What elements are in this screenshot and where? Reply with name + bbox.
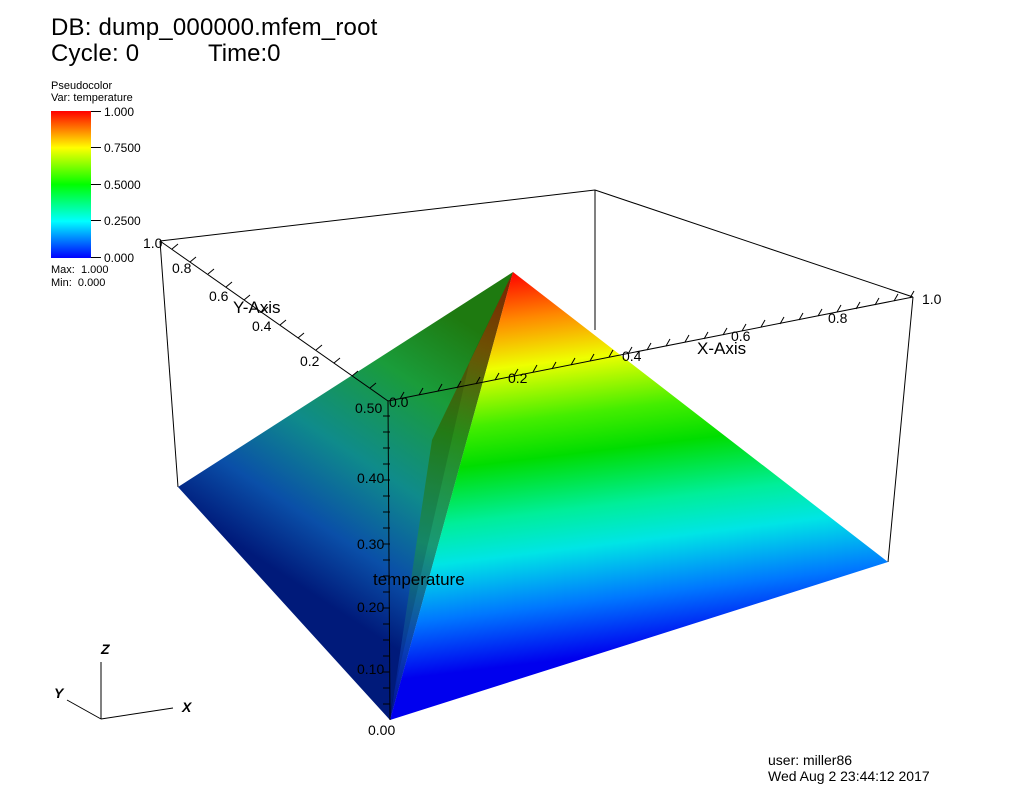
x-axis-ticks [399,290,915,400]
legend-tick-mark [91,257,101,258]
color-bar [51,111,91,258]
x-axis-title: X-Axis [697,339,746,358]
legend-min: Min: 0.000 [51,277,106,289]
temperature-surface [178,272,888,720]
y-axis-tick-label: 0.4 [252,318,272,334]
legend-tick-label: 0.5000 [104,178,141,192]
legend-tick-label: 0.2500 [104,214,141,228]
legend-tick-mark [91,111,101,112]
y-axis-title: Y-Axis [233,298,281,317]
x-axis-tick-label: 0.2 [508,370,528,386]
z-axis-tick-label: 0.00 [368,722,395,738]
legend-tick-mark [91,220,101,221]
legend-tick-label: 1.000 [104,105,135,119]
x-axis-tick-label: 0.6 [731,328,751,344]
triad-x-label: X [181,699,193,715]
database-title: DB: dump_000000.mfem_root [51,14,378,41]
z-axis-title: temperature [373,570,465,589]
z-axis-ticks [383,415,390,705]
legend-title: Pseudocolor [51,80,113,92]
triad-z-label: Z [100,641,110,657]
z-axis-tick-label: 0.40 [357,470,384,486]
time-label: Time:0 [208,40,281,67]
z-axis-tick-label: 0.20 [357,599,384,615]
user-label: user: miller86 [768,752,853,768]
orientation-triad [66,662,174,720]
legend-tick-label: 0.7500 [104,141,141,155]
bounding-box [159,189,914,563]
z-axis-tick-label: 0.50 [355,400,382,416]
z-axis-tick-label: 0.10 [357,661,384,677]
x-axis-tick-label: 0.4 [622,348,642,364]
triad-y-label: Y [54,685,65,701]
legend-variable: Var: temperature [51,92,133,104]
y-axis-ticks [171,243,377,389]
y-axis-tick-label: 0.2 [300,353,320,369]
legend-max: Max: 1.000 [51,264,109,276]
date-label: Wed Aug 2 23:44:12 2017 [768,768,930,784]
z-axis-tick-label: 0.30 [357,536,384,552]
legend-tick-mark [91,147,101,148]
x-axis-tick-label: 0.0 [389,394,409,410]
x-axis-tick-label: 0.8 [828,310,848,326]
cycle-label: Cycle: 0 [51,40,140,67]
legend-tick-mark [91,184,101,185]
y-axis-tick-label: 0.8 [172,260,192,276]
x-axis-tick-label: 1.0 [922,291,942,307]
y-axis-tick-label: 0.6 [209,288,229,304]
y-axis-tick-label: 1.0 [143,235,163,251]
legend-tick-label: 0.000 [104,251,135,265]
